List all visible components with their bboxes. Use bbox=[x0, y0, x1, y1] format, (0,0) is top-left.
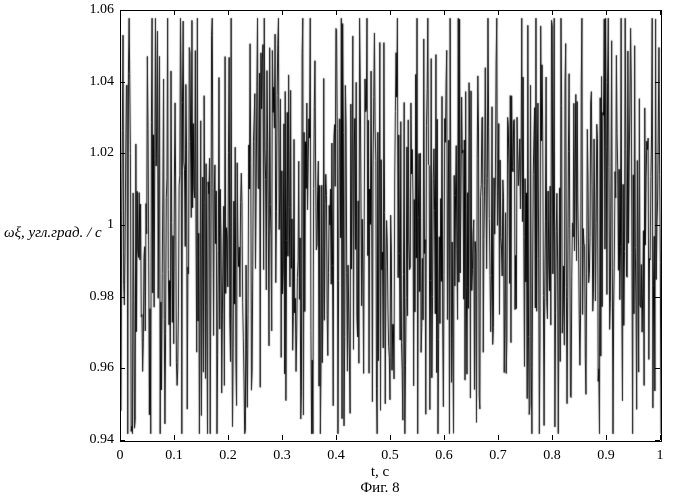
x-tick-label: 0.7 bbox=[489, 448, 507, 464]
x-tick-label: 0 bbox=[117, 448, 124, 464]
x-tick-label: 1 bbox=[657, 448, 664, 464]
noise-signal-plot bbox=[120, 10, 662, 442]
x-tick-label: 0.8 bbox=[543, 448, 561, 464]
y-tick-label: 0.98 bbox=[90, 289, 115, 305]
figure-caption: Фиг. 8 bbox=[360, 480, 399, 497]
x-tick-label: 0.4 bbox=[327, 448, 345, 464]
y-tick-label: 0.96 bbox=[90, 360, 115, 376]
x-tick-label: 0.2 bbox=[219, 448, 237, 464]
x-tick-label: 0.5 bbox=[381, 448, 399, 464]
y-tick-label: 0.94 bbox=[90, 432, 115, 448]
x-tick-label: 0.9 bbox=[597, 448, 615, 464]
x-tick-label: 0.6 bbox=[435, 448, 453, 464]
x-tick-label: 0.1 bbox=[165, 448, 183, 464]
y-tick-label: 1.06 bbox=[90, 2, 115, 18]
y-tick-label: 1.02 bbox=[90, 145, 115, 161]
x-tick-label: 0.3 bbox=[273, 448, 291, 464]
y-tick-label: 1.04 bbox=[90, 74, 115, 90]
y-tick-label: 1 bbox=[107, 217, 114, 233]
y-axis-label: ωξ, угл.град. / c bbox=[4, 225, 102, 242]
x-axis-label: t, c bbox=[371, 464, 389, 481]
